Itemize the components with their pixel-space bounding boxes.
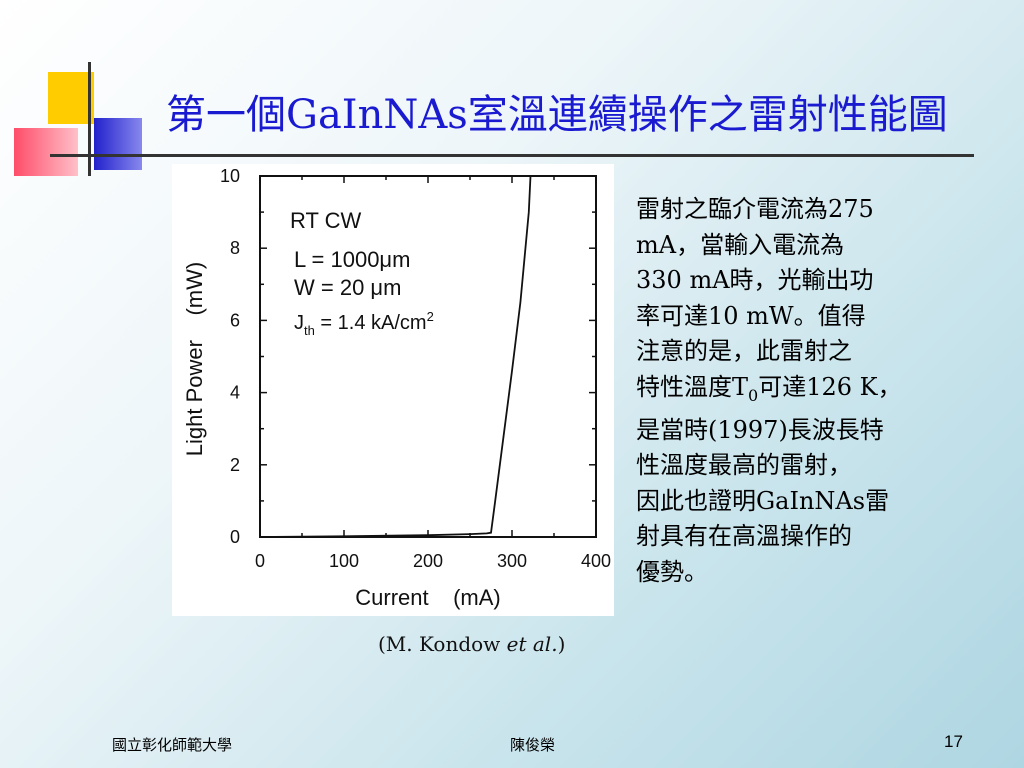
annotation-mode: RT CW: [290, 208, 362, 233]
x-tick-label: 200: [413, 551, 443, 571]
t0-prefix: 特性溫度T: [636, 372, 749, 401]
title-underline: [50, 154, 974, 157]
description-text: 雷射之臨介電流為275 mA，當輸入電流為 330 mA時，光輸出功 率可達10…: [636, 192, 976, 590]
y-tick-label: 4: [230, 383, 240, 403]
y-tick-label: 10: [220, 166, 240, 186]
light-current-chart: 0 100 200 300 400 0 2 4 6 8 10 RT CW L = 1000μm W …: [172, 164, 614, 616]
jth-main: J: [294, 312, 304, 334]
y-axis-label: Light Power (mW): [182, 262, 207, 456]
chart-svg: 0 100 200 300 400 0 2 4 6 8 10 RT CW L = 1000μm W …: [182, 166, 611, 610]
annotation-width: W = 20 μm: [294, 275, 401, 300]
desc-line: 率可達10 mW。值得: [636, 301, 866, 330]
desc-line: 雷射之臨介電流為275: [636, 195, 874, 223]
y-tick-label: 8: [230, 238, 240, 258]
desc-line: 注意的是，此雷射之: [636, 337, 852, 365]
desc-line: 是當時(1997)長波長特: [636, 415, 884, 444]
figure-citation: (M. Kondow et al.): [378, 632, 565, 656]
citation-prefix: (M. Kondow: [378, 632, 507, 656]
series-line: [259, 175, 532, 538]
decor-blue-square: [94, 118, 142, 170]
y-tick-label: 2: [230, 455, 240, 475]
decor-yellow-square: [48, 72, 94, 124]
x-tick-label: 400: [581, 551, 611, 571]
jth-sub: th: [304, 323, 315, 338]
annotation-jth: Jth = 1.4 kA/cm2: [294, 309, 434, 338]
y-tick-label: 6: [230, 310, 240, 330]
footer-author: 陳俊榮: [510, 736, 556, 754]
y-tick-label: 0: [230, 527, 240, 547]
x-tick-label: 300: [497, 551, 527, 571]
citation-etal: et al.: [506, 632, 558, 656]
desc-line: 330 mA時，光輸出功: [636, 266, 874, 294]
citation-suffix: ): [557, 632, 566, 656]
decor-pink-square: [14, 128, 78, 176]
slide-title: 第一個GaInNAs室溫連續操作之雷射性能圖: [166, 92, 948, 138]
desc-line: 因此也證明GaInNAs雷: [636, 486, 890, 515]
annotation-length: L = 1000μm: [294, 247, 410, 272]
t0-subscript: 0: [748, 385, 759, 405]
x-tick-label: 100: [329, 551, 359, 571]
jth-value: = 1.4 kA/cm: [315, 312, 427, 334]
desc-line: mA，當輸入電流為: [636, 230, 845, 259]
desc-line: 性溫度最高的雷射，: [636, 451, 852, 480]
desc-line: 射具有在高溫操作的: [636, 522, 852, 551]
jth-sup: 2: [427, 309, 434, 324]
desc-line: 優勢。: [636, 557, 708, 586]
footer-institution: 國立彰化師範大學: [112, 736, 233, 754]
t0-suffix: 可達126 K，: [758, 372, 902, 401]
desc-line-t0: 特性溫度T0可達126 K，: [636, 370, 976, 413]
x-axis-label: Current (mA): [355, 585, 500, 610]
decor-vertical-line: [88, 62, 91, 176]
page-number: 17: [944, 732, 963, 751]
x-tick-label: 0: [255, 551, 265, 571]
